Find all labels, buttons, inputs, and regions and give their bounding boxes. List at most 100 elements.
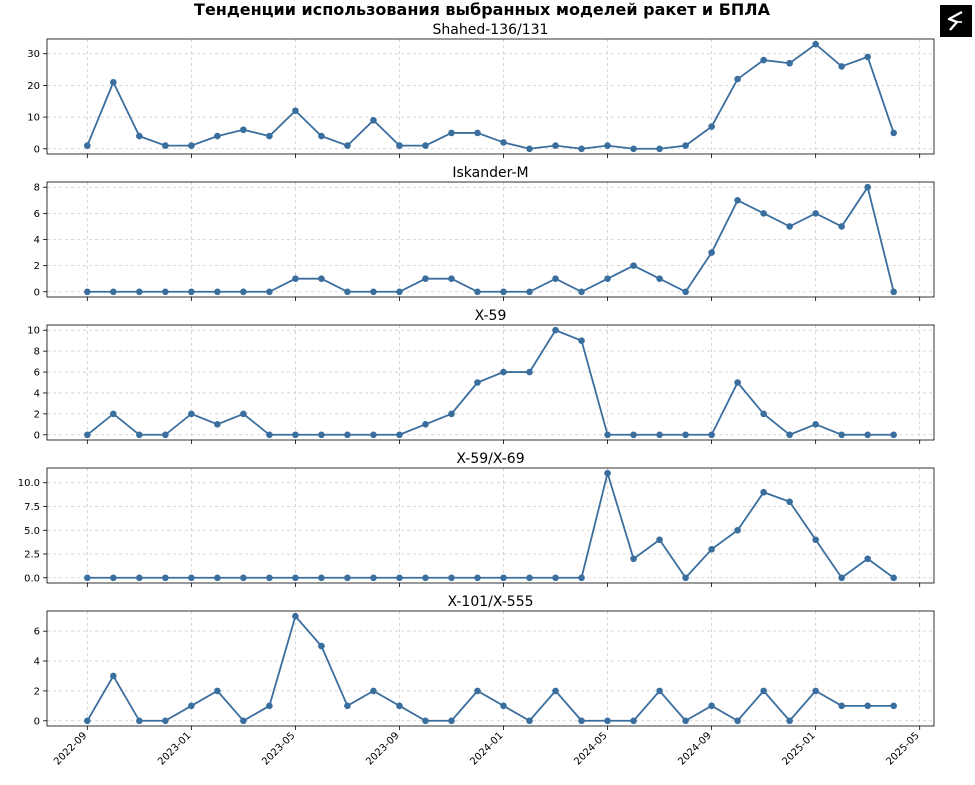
data-point xyxy=(396,574,403,582)
data-point xyxy=(526,288,533,296)
data-point xyxy=(318,275,325,283)
data-point xyxy=(240,717,247,725)
data-point xyxy=(84,142,91,149)
data-point xyxy=(110,672,117,680)
data-point xyxy=(526,717,533,725)
data-point xyxy=(318,642,325,650)
data-point xyxy=(630,717,637,725)
y-tick-label: 6 xyxy=(34,368,40,379)
series-line xyxy=(86,43,895,150)
data-point xyxy=(292,574,299,582)
data-point xyxy=(630,555,637,563)
data-point xyxy=(396,288,403,296)
data-point xyxy=(552,687,559,695)
data-point xyxy=(786,59,793,67)
data-point xyxy=(604,142,611,149)
data-point xyxy=(214,132,221,140)
data-point xyxy=(552,275,559,283)
data-point xyxy=(240,574,247,582)
data-point xyxy=(708,702,715,710)
data-point xyxy=(812,210,819,217)
data-point xyxy=(396,142,403,149)
data-point xyxy=(266,288,273,296)
data-point xyxy=(786,498,793,506)
y-tick-label: 0.0 xyxy=(24,573,40,584)
data-point xyxy=(500,574,507,582)
data-point xyxy=(604,431,611,439)
data-point xyxy=(656,145,663,153)
data-point xyxy=(708,431,715,439)
y-tick-label: 0 xyxy=(34,430,40,441)
series-line xyxy=(87,185,895,293)
axes-frame xyxy=(46,38,935,155)
data-point xyxy=(136,431,143,439)
data-point xyxy=(136,132,143,140)
data-point xyxy=(396,431,403,439)
panel-4: X-59/X-69 0.0 2.5 5.0 7.5 10.0 xyxy=(18,451,935,587)
data-point xyxy=(448,129,455,137)
panel-title: X-59/X-69 xyxy=(456,451,524,467)
data-point xyxy=(864,555,871,563)
y-tick-label: 0 xyxy=(34,144,40,155)
data-point xyxy=(344,431,351,439)
y-tick-label: 8 xyxy=(34,183,40,194)
chart-title: Тенденции использования выбранных моделе… xyxy=(194,0,771,19)
x-tick-label: 2025-05 xyxy=(884,730,921,767)
data-point xyxy=(682,431,689,439)
data-point xyxy=(734,717,741,725)
data-point xyxy=(136,288,143,296)
data-point xyxy=(786,717,793,725)
data-point xyxy=(500,139,507,146)
data-point xyxy=(552,142,559,149)
data-point xyxy=(578,574,585,582)
x-tick-label: 2024-05 xyxy=(572,730,609,767)
data-point xyxy=(162,142,169,149)
data-point xyxy=(422,275,429,283)
x-tick-label: 2024-09 xyxy=(676,730,713,767)
data-point xyxy=(682,717,689,725)
data-point xyxy=(734,196,741,204)
data-point xyxy=(890,288,897,296)
data-point xyxy=(448,574,455,582)
data-point xyxy=(344,702,351,710)
data-point xyxy=(318,574,325,582)
data-point xyxy=(708,249,715,256)
x-tick-label: 2024-01 xyxy=(468,730,505,767)
y-tick-label: 2 xyxy=(34,261,40,272)
data-point xyxy=(370,116,377,124)
panel-5: X-101/X-555 0 2 4 6 xyxy=(34,594,935,730)
data-point xyxy=(578,717,585,725)
data-point xyxy=(240,288,247,296)
series-line xyxy=(86,329,894,436)
data-point xyxy=(578,337,585,344)
data-point xyxy=(266,702,273,710)
x-tick-label: 2023-01 xyxy=(156,730,193,767)
data-point xyxy=(318,132,325,140)
data-point xyxy=(838,63,845,70)
data-point xyxy=(292,107,299,115)
data-point xyxy=(448,717,455,725)
data-point xyxy=(240,410,247,418)
data-point xyxy=(448,275,455,283)
data-point xyxy=(552,574,559,582)
data-point xyxy=(708,123,715,130)
y-tick-label: 7.5 xyxy=(24,502,40,513)
data-point xyxy=(474,288,481,296)
data-point xyxy=(474,129,481,137)
data-point xyxy=(370,431,377,439)
y-tick-label: 10.0 xyxy=(18,478,40,489)
data-point xyxy=(500,702,507,710)
data-point xyxy=(84,288,91,296)
data-point xyxy=(630,145,637,153)
axes-frame xyxy=(46,467,935,584)
data-point xyxy=(266,431,273,439)
data-point xyxy=(136,717,143,725)
data-point xyxy=(734,379,741,386)
data-point xyxy=(292,275,299,283)
data-point xyxy=(864,431,871,439)
series-line xyxy=(87,469,895,580)
data-point xyxy=(682,142,689,149)
data-point xyxy=(474,687,481,695)
data-point xyxy=(864,702,871,710)
data-point xyxy=(188,702,195,710)
